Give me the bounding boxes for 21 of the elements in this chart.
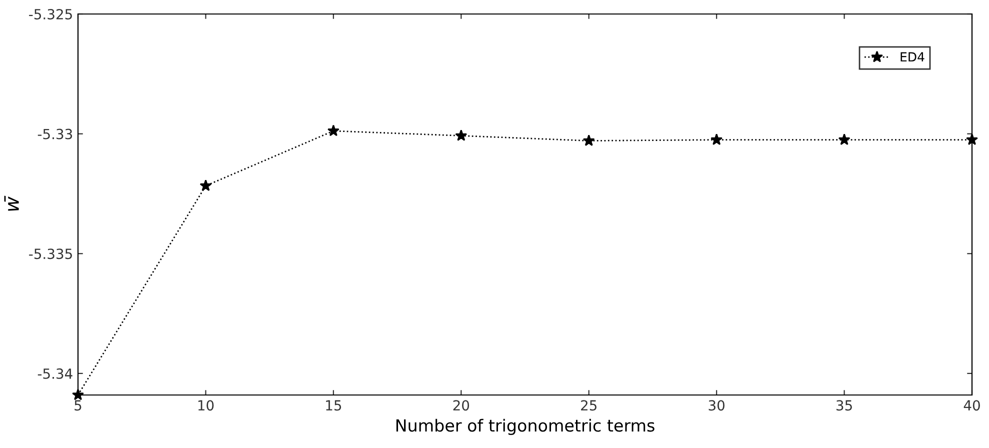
x-tick-label: 5 xyxy=(74,400,82,411)
x-axis-title: Number of trigonometric terms xyxy=(396,418,654,435)
y-tick-label: -5.33 xyxy=(38,128,72,140)
x-tick-label: 15 xyxy=(326,400,342,411)
point xyxy=(710,134,723,145)
x-tick-label: 10 xyxy=(198,400,214,411)
x-tick-label: 25 xyxy=(581,400,596,411)
point xyxy=(838,134,850,145)
point xyxy=(327,124,340,136)
x-tick-label: 20 xyxy=(453,400,470,411)
x-tick-label: 35 xyxy=(836,400,852,411)
point xyxy=(455,129,468,141)
point xyxy=(200,180,212,191)
x-tick-label: 40 xyxy=(964,400,980,411)
y-tick-label: -5.335 xyxy=(29,248,72,260)
y-tick-label: -5.325 xyxy=(29,8,72,20)
y-axis-title: w̄ xyxy=(4,196,19,211)
x-tick-label: 30 xyxy=(708,400,724,411)
point xyxy=(582,134,595,146)
legend-label: ED4 xyxy=(900,52,924,62)
y-tick-label: -5.34 xyxy=(38,368,72,379)
